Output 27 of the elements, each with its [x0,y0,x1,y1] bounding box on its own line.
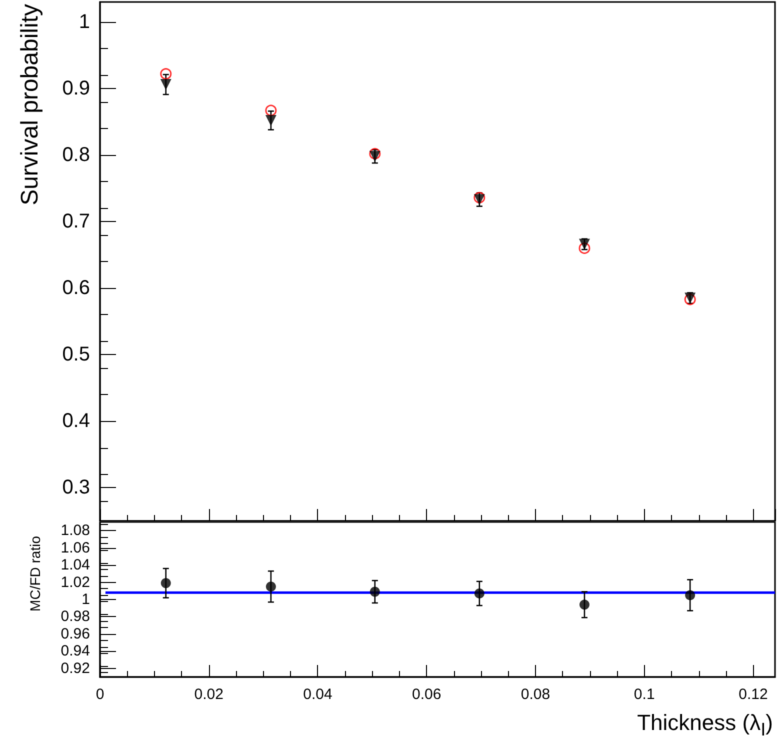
y-tick-label: 0.6 [62,277,90,300]
x-tick-label: 0.06 [412,686,442,703]
y-tick-label: 1.02 [60,574,90,591]
x-tick-label: 0.1 [634,686,655,703]
y-tick-label: 0.8 [62,144,90,166]
y-tick-label: 0.94 [60,642,90,660]
x-tick-label: 0.08 [520,686,550,703]
x-tick-label: 0 [96,686,104,703]
y-axis-title: Survival probability [16,4,44,206]
y-tick-label: 0.92 [60,660,90,677]
y-tick-label: 0.5 [62,344,90,366]
y-tick-label: 1 [82,591,90,608]
y-tick-label: 0.9 [62,78,90,100]
y-tick-label: 0.96 [60,625,90,642]
y-tick-label: 1 [78,10,90,33]
x-axis-title: Thickness (λ$_{I}$) [637,710,773,740]
x-tick-label: 0.12 [738,686,768,703]
y-tick-label: 1.06 [60,539,90,556]
y-axis-title: MC/FD ratio [27,536,43,612]
y-tick-label: 0.3 [62,476,90,499]
x-tick-label: 0.02 [194,686,224,703]
y-tick-label: 1.04 [60,556,90,574]
x-tick-label: 0.04 [303,686,332,703]
y-tick-label: 1.08 [60,522,90,540]
y-tick-label: 0.7 [62,210,90,233]
y-tick-label: 0.4 [62,410,90,432]
y-tick-label: 0.98 [60,608,90,626]
